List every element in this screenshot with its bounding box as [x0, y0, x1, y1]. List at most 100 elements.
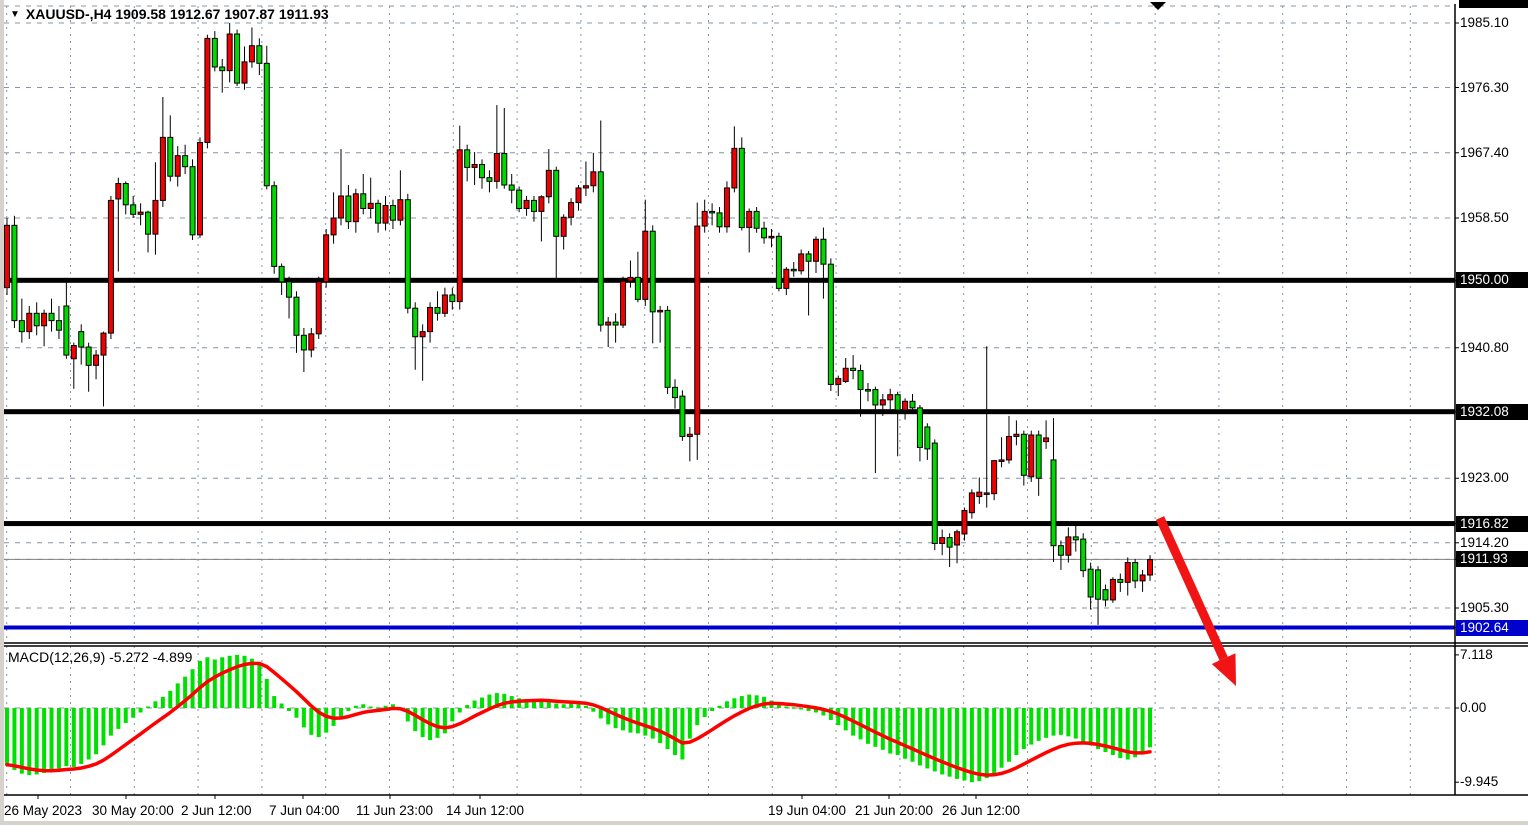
candle-bearish [946, 537, 953, 548]
macd-indicator-label: MACD(12,26,9) -5.272 -4.899 [8, 649, 193, 665]
macd-histogram-bar [242, 655, 247, 708]
macd-histogram-bar [494, 693, 499, 708]
macd-histogram-bar [227, 655, 232, 708]
trend-arrow-head[interactable] [1211, 653, 1236, 686]
macd-histogram-bar [895, 708, 900, 756]
macd-histogram-bar [724, 701, 729, 708]
candle-bearish [1117, 578, 1124, 583]
candle-bearish [48, 312, 55, 322]
macd-histogram-bar [212, 659, 217, 708]
horizontal-level-line[interactable] [4, 277, 1455, 283]
time-axis-label: 19 Jun 04:00 [768, 803, 847, 818]
macd-histogram-bar [821, 708, 826, 716]
time-axis-label: 2 Jun 12:00 [181, 803, 252, 818]
horizontal-level-line[interactable] [4, 409, 1455, 415]
candle-bullish [686, 433, 693, 437]
macd-histogram-bar [806, 708, 811, 711]
macd-histogram-bar [1036, 708, 1041, 741]
candle-bearish [404, 199, 411, 309]
candle-bearish [820, 238, 827, 265]
candle-bullish [382, 205, 389, 224]
candle-bearish [649, 230, 656, 313]
macd-histogram-bar [502, 693, 507, 708]
candle-bearish [145, 211, 152, 235]
macd-histogram-bar [947, 708, 952, 777]
candle-bearish [597, 171, 604, 326]
price-axis-label: 1958.50 [1460, 210, 1509, 225]
candle-bullish [441, 294, 448, 314]
macd-histogram-bar [309, 708, 314, 735]
macd-histogram-bar [64, 708, 69, 767]
time-axis-label: 14 Jun 12:00 [446, 803, 525, 818]
symbol-dropdown-icon[interactable]: ▼ [10, 9, 20, 20]
macd-histogram-bar [613, 708, 618, 729]
macd-histogram-bar [383, 705, 388, 708]
candle-bullish [419, 331, 426, 338]
candle-bullish [723, 187, 730, 228]
macd-histogram-bar [747, 694, 752, 708]
candle-bearish [293, 296, 300, 336]
candle-bearish [1080, 538, 1087, 572]
macd-histogram-bar [190, 669, 195, 708]
candle-bearish [553, 169, 560, 237]
time-axis-label: 11 Jun 23:00 [356, 803, 434, 818]
macd-histogram-bar [687, 708, 692, 739]
candle-bearish [924, 426, 931, 450]
trend-arrow-shaft[interactable] [1155, 516, 1228, 661]
macd-histogram-bar [1088, 708, 1093, 746]
candle-bearish [375, 202, 382, 224]
horizontal-level-line[interactable] [4, 625, 1455, 630]
candle-bearish [516, 189, 523, 209]
macd-histogram-bar [487, 694, 492, 708]
candle-bullish [100, 332, 107, 356]
macd-histogram-bar [672, 708, 677, 756]
candle-bearish [219, 66, 226, 72]
candle-bullish [456, 149, 463, 303]
candle-bullish [879, 399, 886, 406]
candle-bearish [709, 210, 716, 214]
candle-bullish [902, 400, 909, 411]
candle-bullish [330, 217, 337, 236]
macd-histogram-bar [146, 706, 151, 709]
macd-histogram-bar [940, 708, 945, 775]
macd-histogram-bar [472, 700, 477, 708]
macd-histogram-bar [235, 654, 240, 708]
macd-histogram-bar [880, 708, 885, 750]
candle-bullish [1124, 562, 1131, 583]
macd-histogram-bar [138, 708, 143, 713]
candle-bearish [1102, 589, 1109, 601]
candle-bearish [300, 334, 307, 351]
macd-histogram-bar [249, 658, 254, 708]
macd-histogram-bar [108, 708, 113, 736]
candle-bearish [286, 281, 293, 298]
macd-histogram-bar [34, 708, 39, 775]
macd-histogram-bar [1081, 708, 1086, 742]
macd-histogram-bar [376, 707, 381, 709]
candle-bullish [26, 312, 33, 333]
candle-bearish [664, 309, 671, 388]
macd-histogram-bar [635, 708, 640, 734]
macd-histogram-bar [368, 706, 373, 709]
candle-bearish [1020, 433, 1027, 476]
candle-bullish [196, 141, 203, 236]
horizontal-level-line[interactable] [4, 521, 1455, 527]
macd-histogram-bar [272, 696, 277, 708]
macd-histogram-bar [420, 708, 425, 738]
time-axis-label: 26 May 2023 [4, 803, 83, 818]
macd-histogram-bar [531, 699, 536, 708]
macd-histogram-bar [917, 708, 922, 766]
macd-histogram-bar [539, 699, 544, 708]
macd-histogram-bar [287, 708, 292, 711]
candle-bullish [427, 306, 434, 333]
macd-histogram-bar [435, 708, 440, 738]
candle-bearish [278, 265, 285, 283]
macd-histogram-bar [1118, 708, 1123, 759]
time-axis-label: 7 Jun 04:00 [269, 803, 340, 818]
macd-histogram-bar [865, 708, 870, 744]
candle-bullish [620, 280, 627, 326]
chart-shift-marker-icon[interactable] [1150, 2, 1166, 10]
candle-bullish [1005, 435, 1012, 461]
candle-bearish [486, 177, 493, 182]
